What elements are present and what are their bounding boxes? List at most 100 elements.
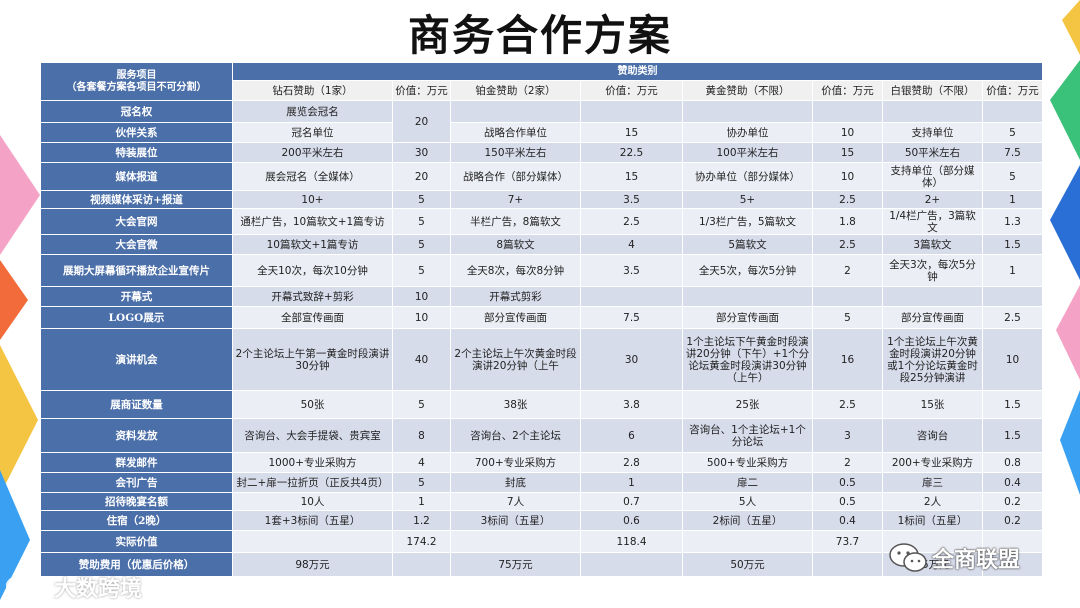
benefit-cell: 10人 xyxy=(232,492,393,511)
row-label: 伙伴关系 xyxy=(40,122,233,143)
tier-gold: 黄金赞助（不限） xyxy=(682,80,813,101)
benefit-cell: 200平米左右 xyxy=(232,142,393,163)
benefit-cell: 8篇软文 xyxy=(450,234,581,255)
value-cell: 3.8 xyxy=(580,390,683,419)
value-cell: 0.5 xyxy=(812,472,883,493)
value-cell: 5 xyxy=(392,190,451,209)
benefit-cell: 5+ xyxy=(682,190,813,209)
value-cell: 1 xyxy=(580,472,683,493)
tier-silver: 白银赞助（不限） xyxy=(882,80,983,101)
value-cell: 15 xyxy=(580,162,683,191)
benefit-cell xyxy=(450,530,581,553)
benefit-cell: 全部宣传画面 xyxy=(232,306,393,329)
value-cell: 5 xyxy=(812,306,883,329)
row-label: 资料发放 xyxy=(40,418,233,453)
row-label: 视频媒体采访+报道 xyxy=(40,190,233,209)
benefit-cell: 扉三 xyxy=(882,472,983,493)
value-cell: 4 xyxy=(392,452,451,473)
table-row: 伙伴关系 冠名单位 战略合作单位 15 协办单位 10 支持单位 5 xyxy=(40,122,1043,143)
benefit-cell: 1/4栏广告，3篇软文 xyxy=(882,208,983,235)
right-watermark: 全商联盟 xyxy=(888,540,1020,576)
row-label: 住宿（2晚） xyxy=(40,510,233,531)
value-cell xyxy=(580,552,683,577)
value-cell: 16 xyxy=(812,328,883,391)
right-watermark-text: 全商联盟 xyxy=(932,548,1021,573)
benefit-cell: 展会冠名（全媒体） xyxy=(232,162,393,191)
value-cell: 0.7 xyxy=(580,492,683,511)
benefit-cell xyxy=(682,100,813,123)
benefit-cell: 冠名单位 xyxy=(232,122,393,143)
value-cell xyxy=(982,552,1043,577)
benefit-cell: 98万元 xyxy=(232,552,393,577)
table-row: 开幕式 开幕式致辞+剪彩 10 开幕式剪彩 xyxy=(40,286,1043,307)
value-cell: 10 xyxy=(392,306,451,329)
benefit-cell: 封二+扉一拉折页（正反共4页） xyxy=(232,472,393,493)
value-cell: 5 xyxy=(392,208,451,235)
value-cell: 2.5 xyxy=(982,306,1043,329)
benefit-cell: 2人 xyxy=(882,492,983,511)
value-cell: 10 xyxy=(982,328,1043,391)
value-cell xyxy=(580,100,683,123)
benefit-cell: 半栏广告，8篇软文 xyxy=(450,208,581,235)
wechat-icon xyxy=(889,543,927,572)
value-cell: 15 xyxy=(580,122,683,143)
benefit-cell: 部分宣传画面 xyxy=(882,306,983,329)
benefit-cell: 协办单位（部分媒体） xyxy=(682,162,813,191)
benefit-cell: 75万元 xyxy=(450,552,581,577)
benefit-cell: 10+ xyxy=(232,190,393,209)
benefit-cell: 50万元 xyxy=(682,552,813,577)
value-cell: 73.7 xyxy=(812,530,883,553)
benefit-cell: 700+专业采购方 xyxy=(450,452,581,473)
benefit-cell: 1个主论坛上午次黄金时段演讲20分钟或1个分论坛黄金时段25分钟演讲 xyxy=(882,328,983,391)
benefit-cell: 咨询台、大会手提袋、贵宾室 xyxy=(232,418,393,453)
table-row: 媒体报道 展会冠名（全媒体） 20 战略合作（部分媒体） 15 协办单位（部分媒体） 10 支… xyxy=(40,162,1043,191)
benefit-cell: 5篇软文 xyxy=(682,234,813,255)
value-cell xyxy=(982,100,1043,123)
value-cell xyxy=(812,552,883,577)
value-cell: 5 xyxy=(392,472,451,493)
benefit-cell: 1个主论坛下午黄金时段演讲20分钟（下午）+1个分论坛黄金时段演讲30分钟（上午… xyxy=(682,328,813,391)
value-cell: 30 xyxy=(580,328,683,391)
benefit-cell: 展览会冠名 xyxy=(232,100,393,123)
left-watermark-text: 大数跨境 xyxy=(54,577,143,602)
benefit-cell: 部分宣传画面 xyxy=(450,306,581,329)
value-cell: 2.5 xyxy=(812,390,883,419)
row-label: 会刊广告 xyxy=(40,472,233,493)
value-cell: 1.5 xyxy=(982,234,1043,255)
value-cell: 1 xyxy=(392,492,451,511)
value-cell: 22.5 xyxy=(580,142,683,163)
tier-platinum: 铂金赞助（2家） xyxy=(450,80,581,101)
value-cell xyxy=(812,286,883,307)
benefit-cell: 全天5次，每次5分钟 xyxy=(682,254,813,287)
benefit-cell: 扉二 xyxy=(682,472,813,493)
value-cell: 0.4 xyxy=(812,510,883,531)
category-header: 赞助类别 xyxy=(232,62,1043,81)
value-cell: 2 xyxy=(812,452,883,473)
value-cell xyxy=(982,286,1043,307)
row-label: 媒体报道 xyxy=(40,162,233,191)
benefit-cell: 2+ xyxy=(882,190,983,209)
value-cell: 4 xyxy=(580,234,683,255)
benefit-cell: 50张 xyxy=(232,390,393,419)
benefit-cell: 全天3次，每次5分钟 xyxy=(882,254,983,287)
value-cell: 0.6 xyxy=(580,510,683,531)
value-cell: 7.5 xyxy=(982,142,1043,163)
table-row: 群发邮件 1000+专业采购方 4 700+专业采购方 2.8 500+专业采购方 2 200… xyxy=(40,452,1043,473)
benefit-cell xyxy=(682,530,813,553)
row-label: 开幕式 xyxy=(40,286,233,307)
value-cell: 0.8 xyxy=(982,452,1043,473)
benefit-cell: 7人 xyxy=(450,492,581,511)
value-cell: 1.2 xyxy=(392,510,451,531)
table-row: 展期大屏幕循环播放企业宣传片 全天10次，每次10分钟 5 全天8次，每次8分钟 3.5… xyxy=(40,254,1043,287)
value-cell xyxy=(812,100,883,123)
value-cell: 118.4 xyxy=(580,530,683,553)
value-cell: 3.5 xyxy=(580,190,683,209)
value-cell xyxy=(392,552,451,577)
benefit-cell: 支持单位（部分媒体） xyxy=(882,162,983,191)
value-cell: 1.5 xyxy=(982,418,1043,453)
value-cell: 1 xyxy=(982,254,1043,287)
value-cell: 8 xyxy=(392,418,451,453)
table-row: 资料发放 咨询台、大会手提袋、贵宾室 8 咨询台、2个主论坛 6 咨询台、1个主论坛+1个… xyxy=(40,418,1043,453)
benefit-cell: 2标间（五星） xyxy=(682,510,813,531)
benefit-cell: 50平米左右 xyxy=(882,142,983,163)
